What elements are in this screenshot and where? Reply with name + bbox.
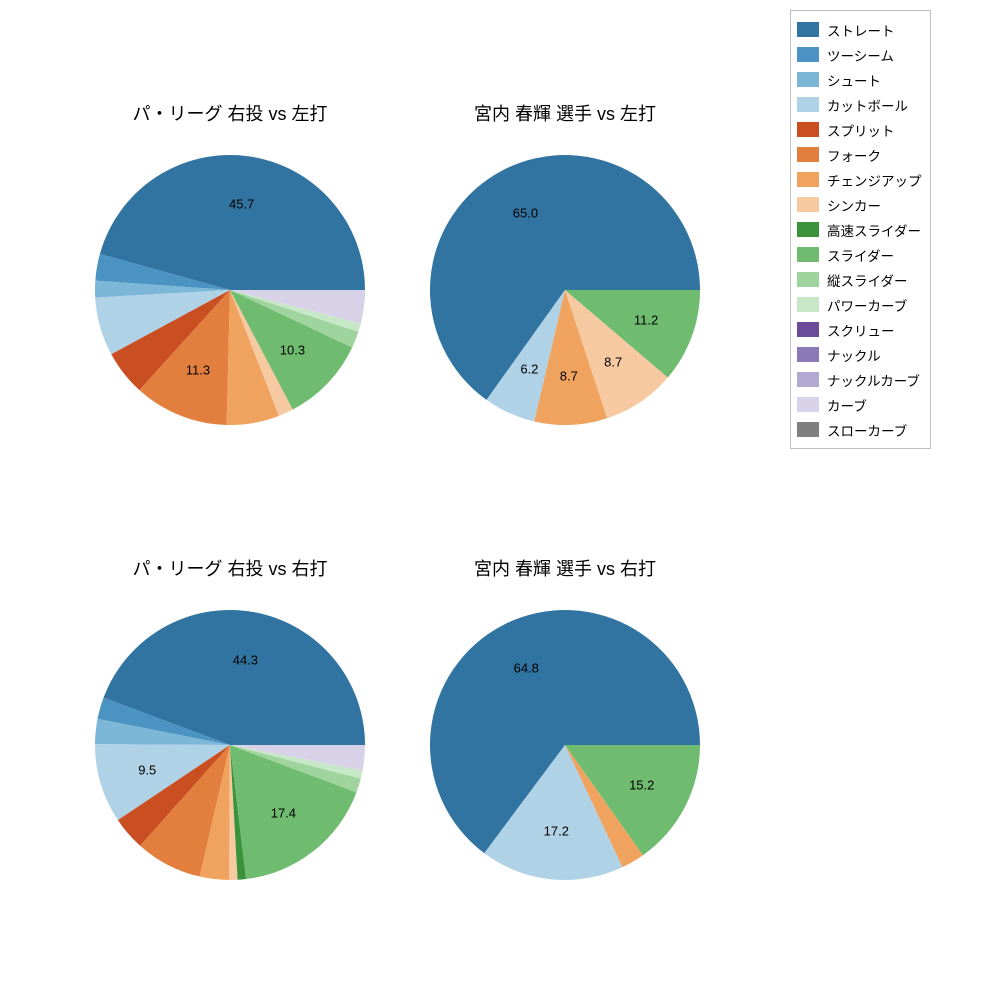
- legend-swatch: [797, 347, 819, 362]
- slice-label: 9.5: [138, 762, 156, 777]
- slice-label: 45.7: [229, 197, 254, 212]
- legend-swatch: [797, 172, 819, 187]
- legend-label: スライダー: [827, 245, 894, 265]
- slice-label: 15.2: [629, 777, 654, 792]
- legend-label: カットボール: [827, 95, 908, 115]
- legend-swatch: [797, 397, 819, 412]
- legend-swatch: [797, 322, 819, 337]
- legend-item: フォーク: [797, 142, 922, 167]
- legend-label: フォーク: [827, 145, 881, 165]
- legend-swatch: [797, 247, 819, 262]
- legend-item: チェンジアップ: [797, 167, 922, 192]
- slice-label: 10.3: [280, 342, 305, 357]
- slice-label: 8.7: [560, 369, 578, 384]
- legend-item: シュート: [797, 67, 922, 92]
- legend-label: ツーシーム: [827, 45, 894, 65]
- legend-label: スローカーブ: [827, 420, 907, 440]
- slice-label: 11.3: [186, 363, 210, 378]
- chart-container: パ・リーグ 右投 vs 左打 45.7 11.3 10.3 宮内 春輝 選手 vs 左打…: [0, 0, 1000, 1000]
- legend-label: チェンジアップ: [827, 170, 922, 190]
- legend-swatch: [797, 197, 819, 212]
- legend-swatch: [797, 272, 819, 287]
- legend-swatch: [797, 422, 819, 437]
- legend-label: シンカー: [827, 195, 881, 215]
- legend-swatch: [797, 72, 819, 87]
- slice-label: 17.2: [544, 823, 569, 838]
- legend-label: スプリット: [827, 120, 895, 140]
- pie-bottom-right: [428, 608, 702, 882]
- slice-label: 6.2: [520, 361, 538, 376]
- legend: ストレートツーシームシュートカットボールスプリットフォークチェンジアップシンカー…: [790, 10, 931, 449]
- pie-top-left: [93, 153, 367, 427]
- chart-title-bottom-right: 宮内 春輝 選手 vs 右打: [415, 555, 715, 581]
- legend-item: 高速スライダー: [797, 217, 922, 242]
- pie-bottom-left: [93, 608, 367, 882]
- legend-swatch: [797, 147, 819, 162]
- slice-label: 8.7: [604, 354, 622, 369]
- chart-title-bottom-left: パ・リーグ 右投 vs 右打: [80, 555, 380, 581]
- legend-item: シンカー: [797, 192, 922, 217]
- slice-label: 17.4: [271, 805, 296, 820]
- legend-label: スクリュー: [827, 320, 895, 340]
- legend-item: 縦スライダー: [797, 267, 922, 292]
- legend-item: スプリット: [797, 117, 922, 142]
- legend-label: ナックル: [827, 345, 881, 365]
- legend-swatch: [797, 22, 819, 37]
- slice-label: 44.3: [233, 652, 258, 667]
- legend-label: 高速スライダー: [827, 220, 921, 240]
- legend-item: スローカーブ: [797, 417, 922, 442]
- legend-item: ストレート: [797, 17, 922, 42]
- slice-label: 11.2: [634, 312, 658, 327]
- legend-swatch: [797, 97, 819, 112]
- legend-label: ストレート: [827, 20, 895, 40]
- legend-swatch: [797, 122, 819, 137]
- legend-label: 縦スライダー: [827, 270, 907, 290]
- legend-label: カーブ: [827, 395, 867, 415]
- legend-swatch: [797, 47, 819, 62]
- chart-title-top-left: パ・リーグ 右投 vs 左打: [80, 100, 380, 126]
- legend-item: カーブ: [797, 392, 922, 417]
- legend-label: パワーカーブ: [827, 295, 907, 315]
- legend-item: カットボール: [797, 92, 922, 117]
- legend-item: スライダー: [797, 242, 922, 267]
- pie-top-right: [428, 153, 702, 427]
- legend-swatch: [797, 222, 819, 237]
- legend-label: ナックルカーブ: [827, 370, 920, 390]
- legend-label: シュート: [827, 70, 881, 90]
- legend-swatch: [797, 297, 819, 312]
- legend-item: パワーカーブ: [797, 292, 922, 317]
- slice-label: 64.8: [514, 660, 539, 675]
- legend-item: ナックルカーブ: [797, 367, 922, 392]
- legend-item: ツーシーム: [797, 42, 922, 67]
- legend-swatch: [797, 372, 819, 387]
- slice-label: 65.0: [513, 206, 538, 221]
- legend-item: スクリュー: [797, 317, 922, 342]
- legend-item: ナックル: [797, 342, 922, 367]
- chart-title-top-right: 宮内 春輝 選手 vs 左打: [415, 100, 715, 126]
